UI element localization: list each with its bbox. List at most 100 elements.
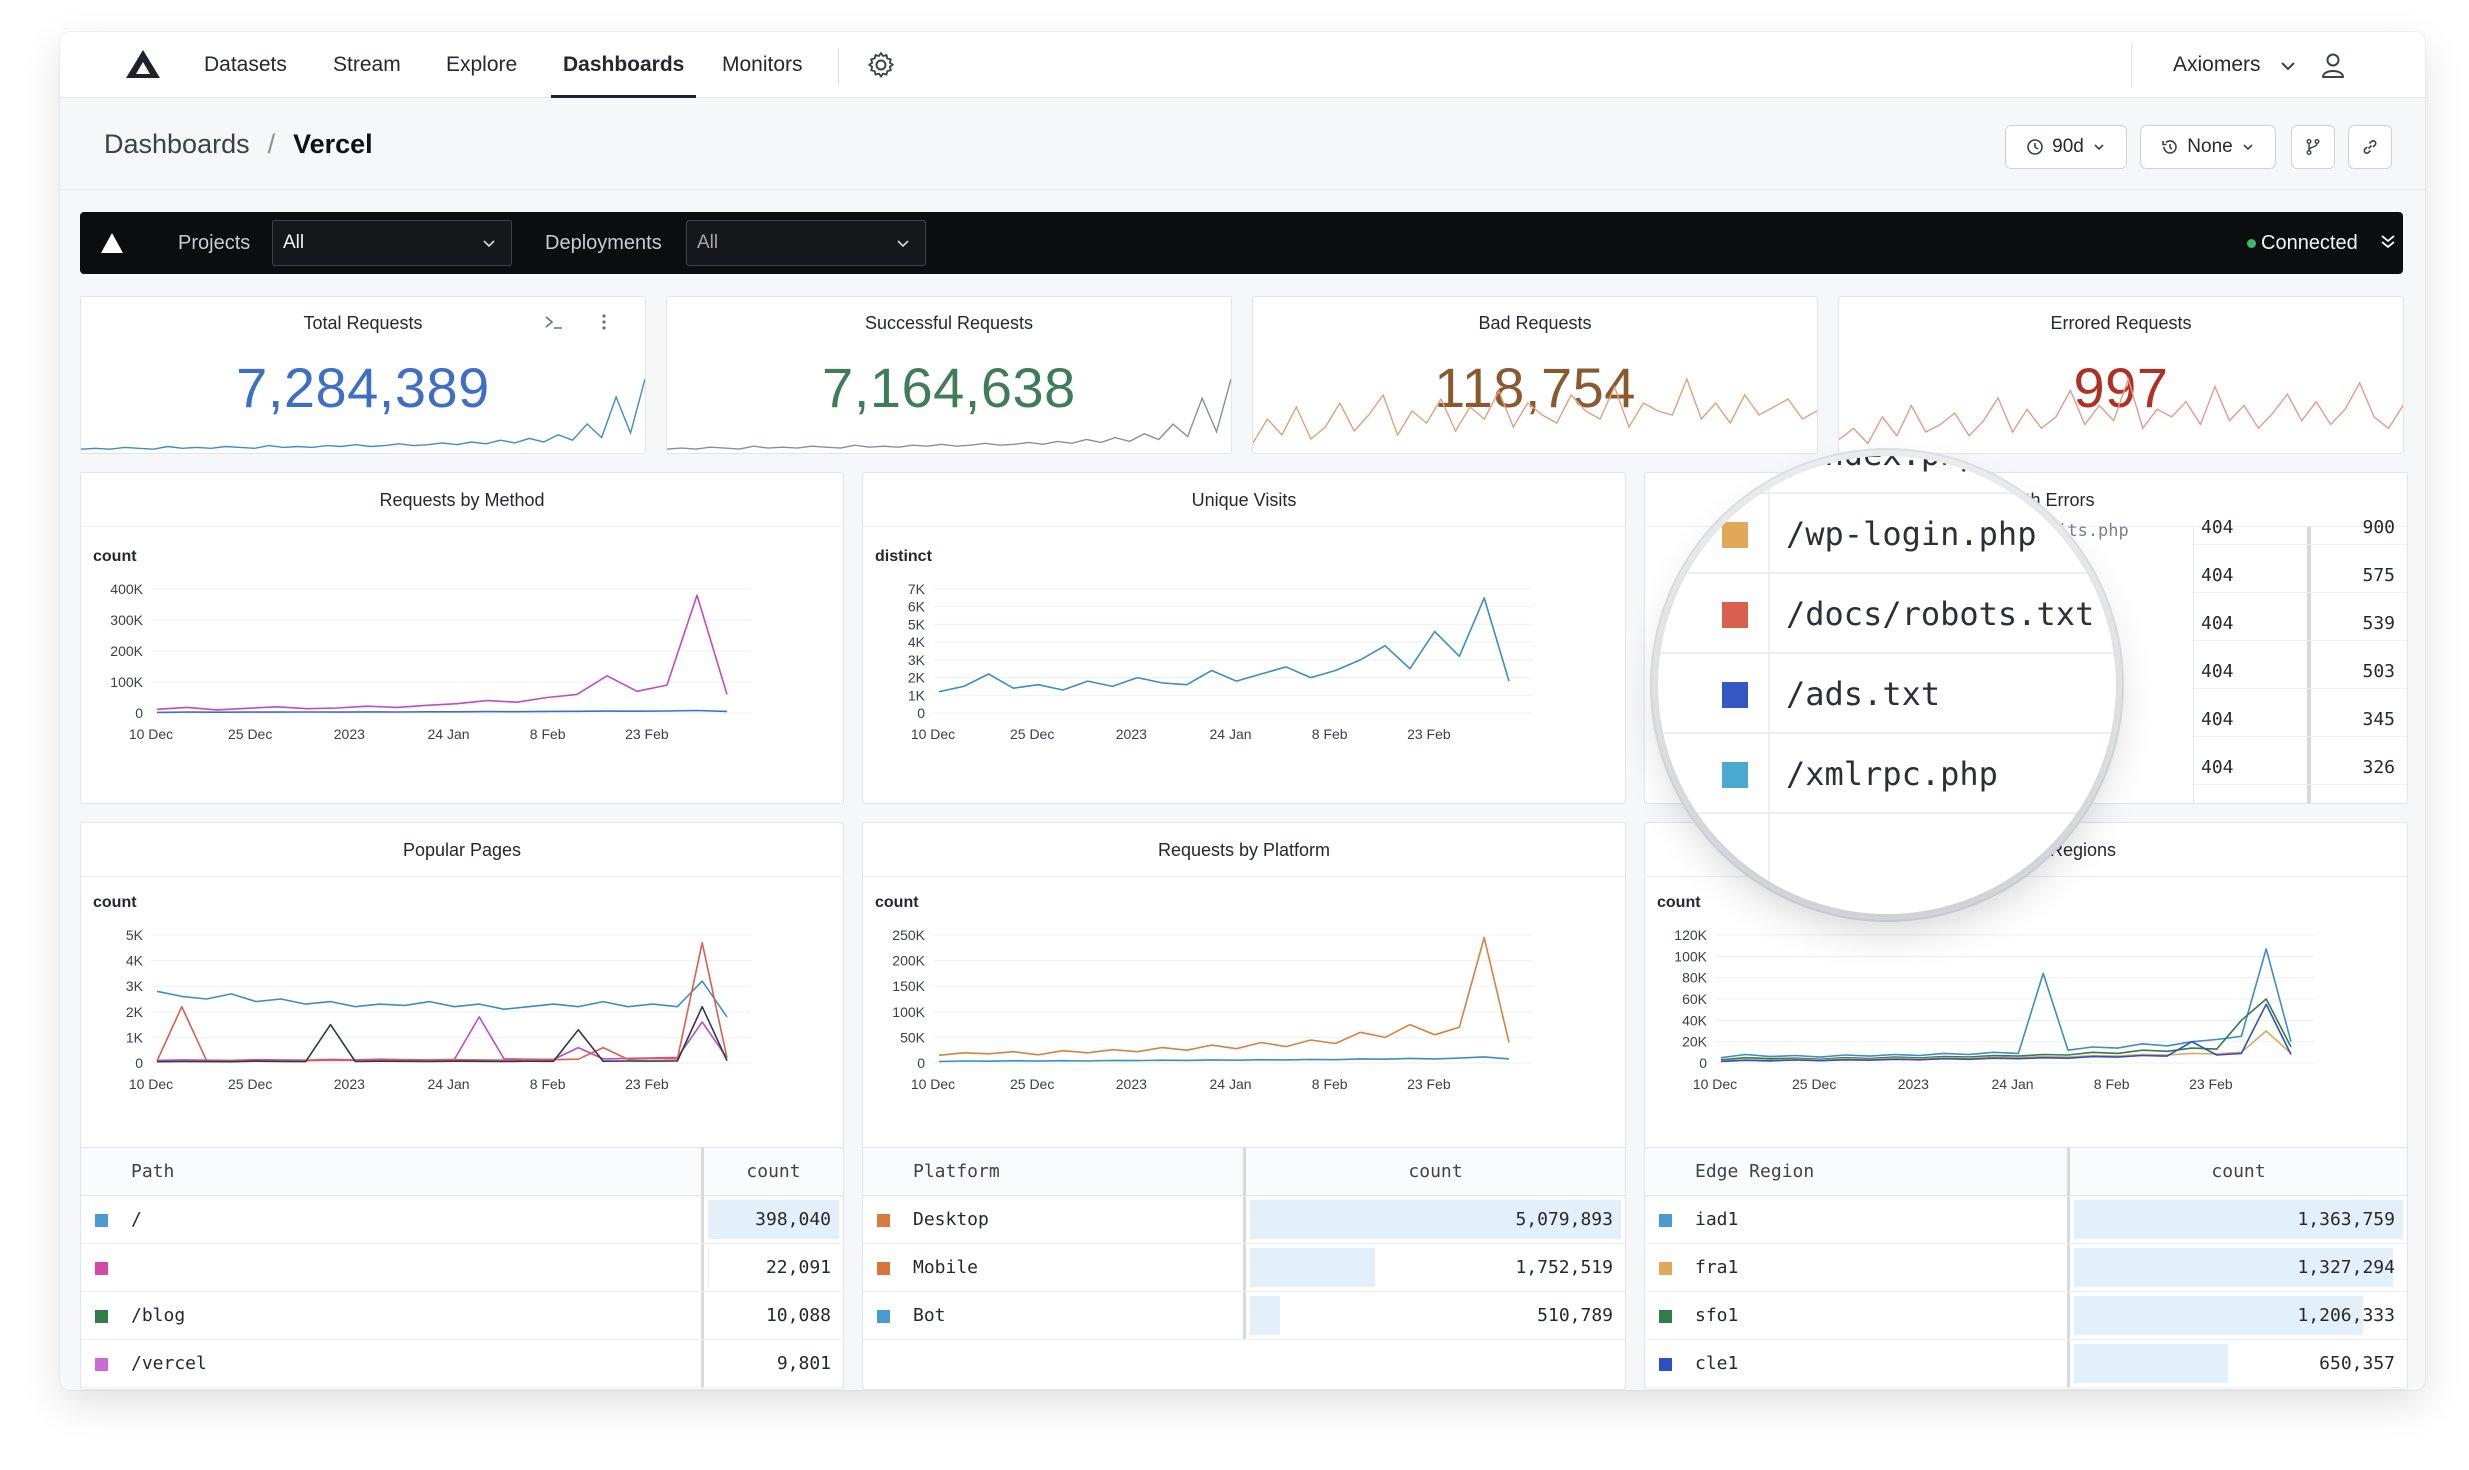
label-cell: iad1 bbox=[1645, 1196, 2067, 1243]
table-row[interactable]: sfo1 1,206,333 bbox=[1645, 1292, 2407, 1340]
nav-datasets[interactable]: Datasets bbox=[204, 53, 287, 76]
column-header[interactable]: count bbox=[701, 1148, 843, 1195]
nav-dashboards[interactable]: Dashboards bbox=[550, 32, 697, 98]
label-cell: Mobile bbox=[863, 1244, 1243, 1291]
table-row[interactable]: 404 503 bbox=[1645, 657, 2407, 689]
x-tick-label: 25 Dec bbox=[1792, 1076, 1836, 1092]
nav-stream[interactable]: Stream bbox=[333, 53, 401, 76]
label-cell bbox=[81, 1244, 701, 1291]
chevron-down-icon bbox=[897, 240, 909, 248]
row-value: 1,363,759 bbox=[2297, 1209, 2395, 1230]
share-link-button[interactable] bbox=[2348, 125, 2392, 169]
app-window: Datasets Stream Explore Dashboards Monit… bbox=[60, 32, 2425, 1390]
color-swatch bbox=[877, 1310, 890, 1323]
panel-title: Requests by Platform bbox=[863, 823, 1625, 877]
column-header[interactable]: count bbox=[1243, 1148, 1625, 1195]
y-tick-label: 120K bbox=[1674, 927, 1707, 943]
sparkline-bad bbox=[1253, 377, 1817, 444]
table-row[interactable]: cle1 650,357 bbox=[1645, 1340, 2407, 1388]
axiom-logo-icon[interactable] bbox=[124, 48, 162, 80]
series-line bbox=[156, 594, 728, 711]
org-switcher[interactable]: Axiomers bbox=[2173, 53, 2261, 76]
nav-monitors[interactable]: Monitors bbox=[722, 53, 803, 76]
table-row[interactable]: /vercel 9,801 bbox=[81, 1340, 843, 1388]
terminal-icon[interactable] bbox=[543, 311, 565, 333]
color-swatch bbox=[1659, 1214, 1672, 1227]
x-tick-label: 24 Jan bbox=[427, 726, 469, 742]
gear-icon[interactable] bbox=[866, 50, 896, 80]
breadcrumb-root[interactable]: Dashboards bbox=[104, 129, 250, 159]
y-tick-label: 4K bbox=[908, 634, 926, 650]
table-row[interactable]: fra1 1,327,294 bbox=[1645, 1244, 2407, 1292]
deployments-select[interactable]: All bbox=[686, 220, 926, 266]
x-tick-label: 25 Dec bbox=[1010, 1076, 1054, 1092]
breadcrumb: Dashboards / Vercel bbox=[104, 98, 373, 190]
x-tick-label: 8 Feb bbox=[1312, 726, 1348, 742]
stat-value: 997 bbox=[2073, 356, 2169, 419]
chart-requests-by-platform: count 250K 200K 150K 100K 50K 0 10 Dec 25 Dec 202… bbox=[875, 894, 1533, 1092]
table-row[interactable]: Bot 510,789 bbox=[863, 1292, 1625, 1340]
filter-bar: Projects All Deployments All Connected bbox=[80, 212, 2403, 274]
y-tick-label: 300K bbox=[110, 612, 143, 628]
magnified-path-row: /ads.txt bbox=[1658, 654, 2116, 734]
connection-status: Connected bbox=[2261, 232, 2358, 254]
column-header[interactable]: Path bbox=[131, 1161, 175, 1182]
table-row[interactable]: 404 900 bbox=[1645, 513, 2407, 545]
table-row[interactable]: 404 326 bbox=[1645, 753, 2407, 785]
magnified-path-text: /xmlrpc.php bbox=[1786, 755, 1998, 793]
row-label: fra1 bbox=[1695, 1257, 1739, 1278]
axis-label: count bbox=[875, 894, 919, 911]
history-icon bbox=[2162, 140, 2178, 154]
table-row[interactable]: Desktop 5,079,893 bbox=[863, 1196, 1625, 1244]
table-row[interactable]: / 398,040 bbox=[81, 1196, 843, 1244]
user-icon[interactable] bbox=[2318, 50, 2348, 80]
share-bar bbox=[2074, 1248, 2393, 1287]
x-tick-label: 24 Jan bbox=[1209, 726, 1251, 742]
time-range-button[interactable]: 90d bbox=[2005, 125, 2127, 169]
table-row[interactable]: 404 539 bbox=[1645, 609, 2407, 641]
sparkline-successful bbox=[667, 378, 1231, 450]
nav-explore[interactable]: Explore bbox=[446, 53, 518, 76]
collapse-chevron-icon[interactable] bbox=[2378, 232, 2398, 252]
color-swatch bbox=[95, 1262, 108, 1275]
table-row[interactable]: iad1 1,363,759 bbox=[1645, 1196, 2407, 1244]
table-header: Edge Region count bbox=[1645, 1148, 2407, 1196]
label-cell: Desktop bbox=[863, 1196, 1243, 1243]
nav-divider bbox=[838, 48, 839, 84]
y-tick-label: 0 bbox=[135, 705, 143, 721]
table-row[interactable]: 404 345 bbox=[1645, 705, 2407, 737]
projects-select[interactable]: All bbox=[272, 220, 512, 266]
row-value: 22,091 bbox=[765, 1257, 831, 1278]
table-row[interactable]: 404 575 bbox=[1645, 561, 2407, 593]
column-header[interactable]: Platform bbox=[913, 1161, 1000, 1182]
table-row[interactable]: 22,091 bbox=[81, 1244, 843, 1292]
table-row[interactable]: Mobile 1,752,519 bbox=[863, 1244, 1625, 1292]
more-vertical-icon[interactable] bbox=[593, 311, 615, 333]
x-tick-label: 2023 bbox=[1116, 726, 1147, 742]
column-header[interactable]: count bbox=[2067, 1148, 2407, 1195]
y-tick-label: 5K bbox=[908, 616, 926, 632]
row-divider bbox=[2193, 592, 2407, 593]
column-header[interactable]: Edge Region bbox=[1695, 1161, 1815, 1182]
fork-icon bbox=[2306, 139, 2320, 155]
stat-value: 7,284,389 bbox=[236, 356, 490, 419]
value-cell: 1,206,333 bbox=[2067, 1292, 2407, 1339]
value-cell: 510,789 bbox=[1243, 1292, 1625, 1339]
y-tick-label: 200K bbox=[892, 953, 925, 969]
compare-button[interactable]: None bbox=[2140, 125, 2276, 169]
chevron-down-icon[interactable] bbox=[2278, 56, 2298, 76]
stat-title: Errored Requests bbox=[2050, 313, 2192, 333]
fork-button[interactable] bbox=[2291, 125, 2335, 169]
row-value: 10,088 bbox=[765, 1305, 831, 1326]
x-tick-label: 23 Feb bbox=[1407, 726, 1451, 742]
axis-label: count bbox=[1657, 894, 1701, 911]
color-swatch bbox=[1722, 762, 1748, 788]
row-divider bbox=[2193, 688, 2407, 689]
share-bar bbox=[2074, 1200, 2403, 1239]
status-cell: 404 bbox=[2201, 757, 2234, 778]
x-tick-label: 2023 bbox=[1898, 1076, 1929, 1092]
x-tick-label: 10 Dec bbox=[911, 1076, 955, 1092]
label-cell: cle1 bbox=[1645, 1340, 2067, 1387]
value-cell: 398,040 bbox=[701, 1196, 843, 1243]
table-row[interactable]: /blog 10,088 bbox=[81, 1292, 843, 1340]
